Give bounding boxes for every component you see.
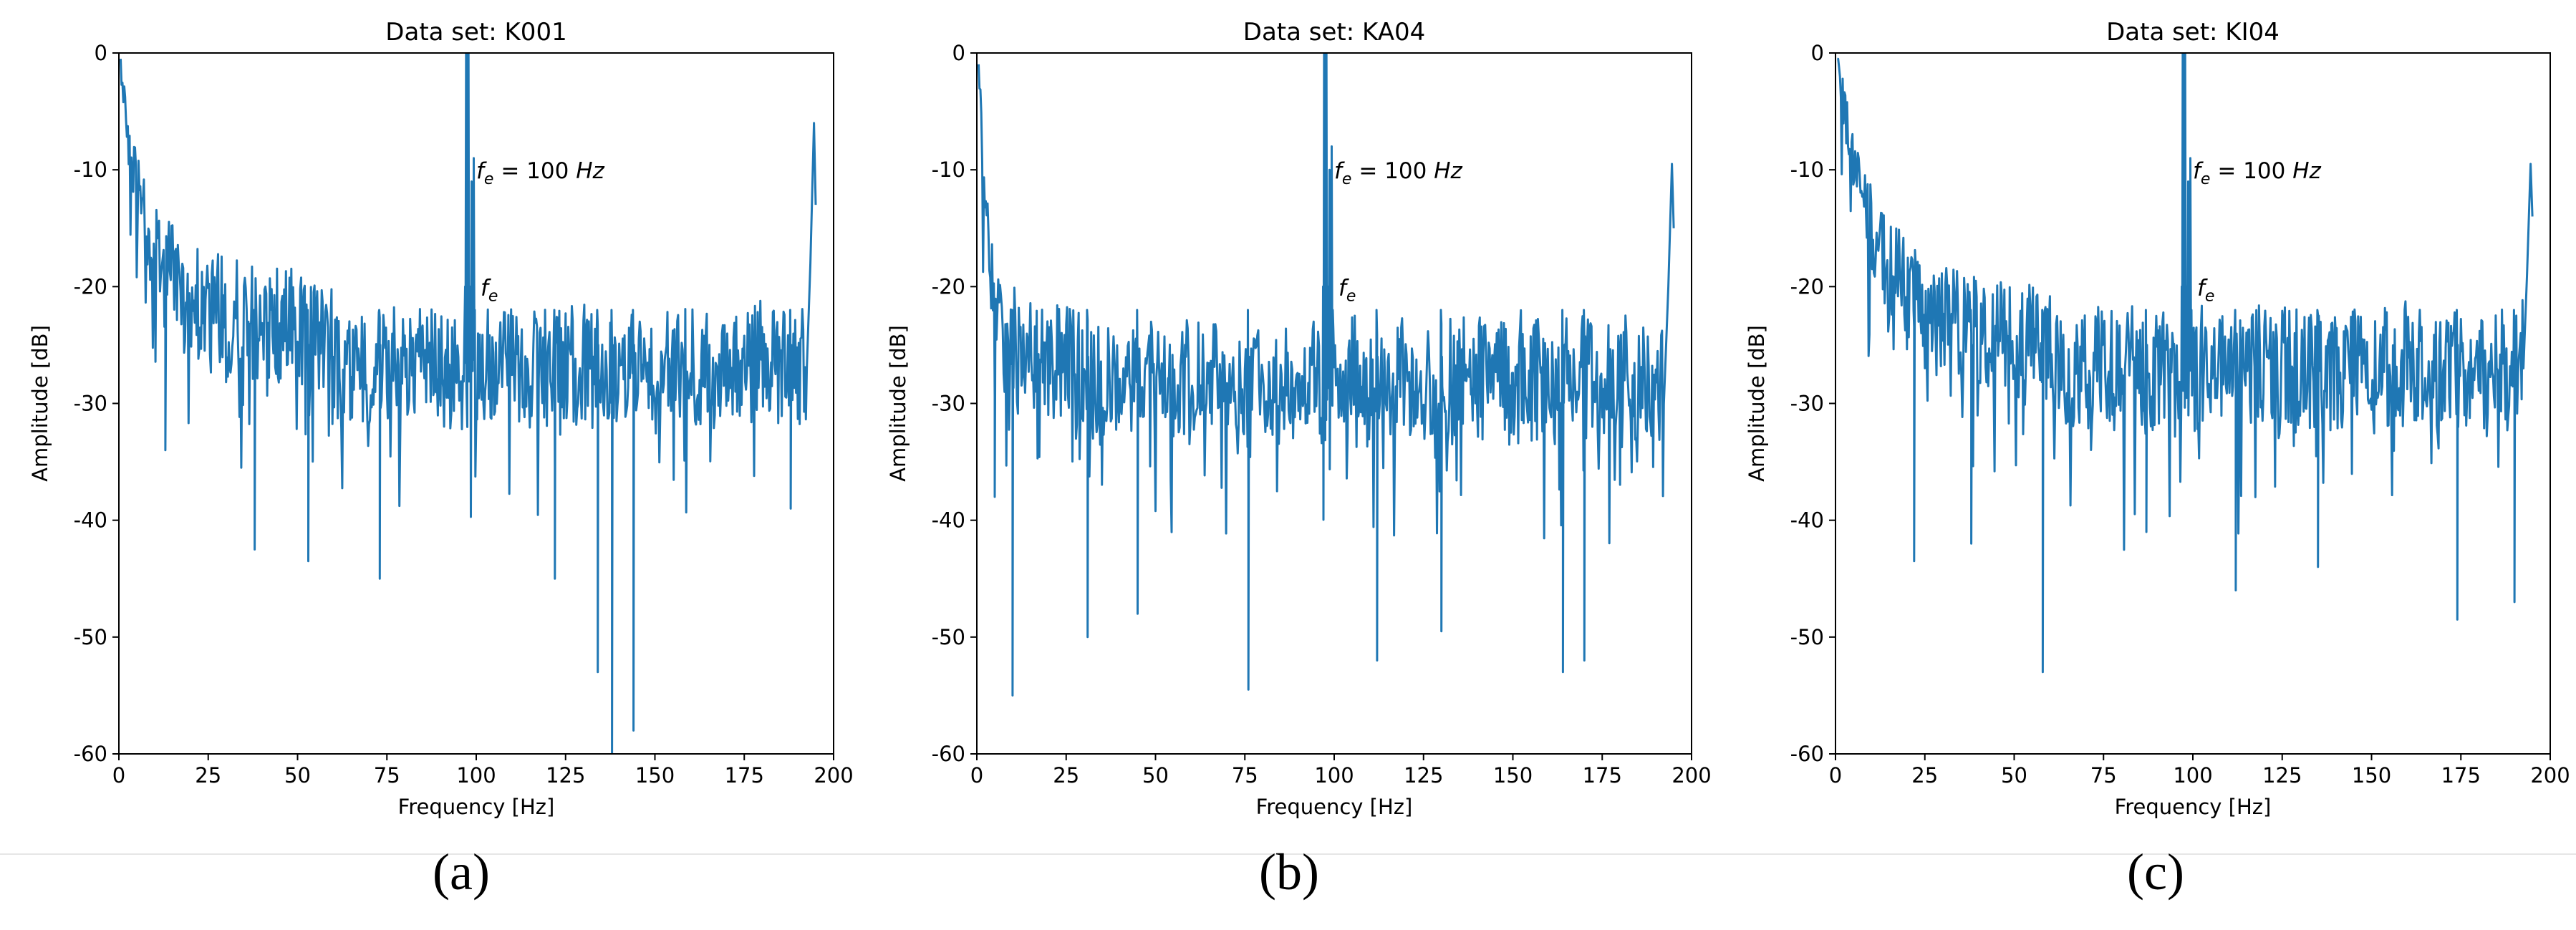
y-tick-label: -50 <box>932 625 965 649</box>
x-tick-label: 25 <box>195 763 221 788</box>
x-tick-label: 0 <box>112 763 125 788</box>
x-tick-label: 50 <box>284 763 311 788</box>
fe-annotation: fe = 100 Hz <box>2193 158 2321 188</box>
x-tick-label: 100 <box>456 763 496 788</box>
chart-title: Data set: K001 <box>385 18 566 47</box>
x-tick-label: 175 <box>1583 763 1622 788</box>
annotation-unit: Hz <box>2292 158 2321 184</box>
y-tick-label: 0 <box>952 41 965 65</box>
y-tick-label: -10 <box>1790 158 1824 182</box>
y-tick-label: -30 <box>1790 392 1824 416</box>
y-axis-label: Amplitude [dB] <box>28 325 52 482</box>
x-tick-label: 0 <box>1829 763 1842 788</box>
x-tick-label: 125 <box>2262 763 2302 788</box>
y-tick-label: -10 <box>74 158 107 182</box>
x-tick-label: 50 <box>1142 763 1169 788</box>
y-axis-label: Amplitude [dB] <box>886 325 910 482</box>
panel-3: 0 25 50 75 100 125 150 175 200 0 -10 -20 -30 -40 -50 -6… <box>1745 18 2570 901</box>
chart-title: Data set: KI04 <box>2106 18 2280 47</box>
y-tick-label: -40 <box>1790 508 1824 533</box>
x-tick-label: 75 <box>1232 763 1258 788</box>
panel-caption: (b) <box>1259 843 1319 901</box>
spectrum-line <box>120 53 817 754</box>
y-tick-label: -50 <box>74 625 107 649</box>
x-tick-label: 75 <box>374 763 400 788</box>
y-tick-label: -10 <box>932 158 965 182</box>
y-tick-label: -60 <box>1790 742 1824 766</box>
spectrum-line <box>1837 53 2534 674</box>
annotation-text: = 100 <box>493 158 576 184</box>
y-tick-label: -30 <box>932 392 965 416</box>
x-tick-label: 0 <box>970 763 983 788</box>
x-tick-label: 100 <box>1314 763 1354 788</box>
y-tick-label: 0 <box>95 41 107 65</box>
y-axis-label: Amplitude [dB] <box>1745 325 1769 482</box>
x-tick-label: 175 <box>2441 763 2481 788</box>
x-tick-label: 150 <box>2352 763 2391 788</box>
spectrum-line <box>978 53 1675 697</box>
x-axis-label: Frequency [Hz] <box>2115 795 2272 819</box>
y-tick-label: -40 <box>74 508 107 533</box>
fe-annotation: fe = 100 Hz <box>476 158 604 188</box>
annotation-subscript: e <box>488 287 498 305</box>
x-tick-label: 75 <box>2090 763 2117 788</box>
chart-title: Data set: KA04 <box>1243 18 1425 47</box>
y-tick-label: -20 <box>74 274 107 299</box>
x-tick-label: 200 <box>814 763 853 788</box>
y-tick-label: -50 <box>1790 625 1824 649</box>
x-tick-label: 150 <box>635 763 675 788</box>
annotation-unit: Hz <box>576 158 604 184</box>
panel-caption: (a) <box>433 843 490 901</box>
panel-caption: (c) <box>2127 843 2184 901</box>
annotation-subscript: e <box>2205 287 2215 305</box>
x-tick-label: 25 <box>1911 763 1938 788</box>
panels: 0 25 50 75 100 125 150 175 200 0 -10 -20 -30 -40 -50 -6… <box>28 18 2570 901</box>
y-tick-label: -60 <box>932 742 965 766</box>
annotation-subscript: e <box>1346 287 1356 305</box>
x-axis-label: Frequency [Hz] <box>398 795 555 819</box>
x-tick-label: 125 <box>1404 763 1443 788</box>
annotation-subscript: e <box>2201 170 2211 188</box>
x-tick-label: 200 <box>1671 763 1711 788</box>
x-tick-label: 25 <box>1053 763 1079 788</box>
x-tick-label: 100 <box>2173 763 2212 788</box>
x-tick-label: 50 <box>2001 763 2027 788</box>
y-tick-label: -20 <box>1790 274 1824 299</box>
annotation-subscript: e <box>1342 170 1352 188</box>
x-axis-label: Frequency [Hz] <box>1256 795 1413 819</box>
y-tick-label: 0 <box>1811 41 1824 65</box>
x-tick-label: 125 <box>546 763 585 788</box>
x-tick-label: 175 <box>725 763 764 788</box>
annotation-text: = 100 <box>1351 158 1434 184</box>
annotation-text: = 100 <box>2210 158 2292 184</box>
annotation-subscript: e <box>484 170 494 188</box>
y-tick-label: -30 <box>74 392 107 416</box>
y-tick-label: -60 <box>74 742 107 766</box>
annotation-unit: Hz <box>1434 158 1462 184</box>
panel-2: 0 25 50 75 100 125 150 175 200 0 -10 -20 -30 -40 -50 -6… <box>886 18 1712 901</box>
y-tick-label: -20 <box>932 274 965 299</box>
x-tick-label: 150 <box>1493 763 1533 788</box>
x-tick-label: 200 <box>2530 763 2570 788</box>
fe-annotation: fe = 100 Hz <box>1334 158 1462 188</box>
y-tick-label: -40 <box>932 508 965 533</box>
